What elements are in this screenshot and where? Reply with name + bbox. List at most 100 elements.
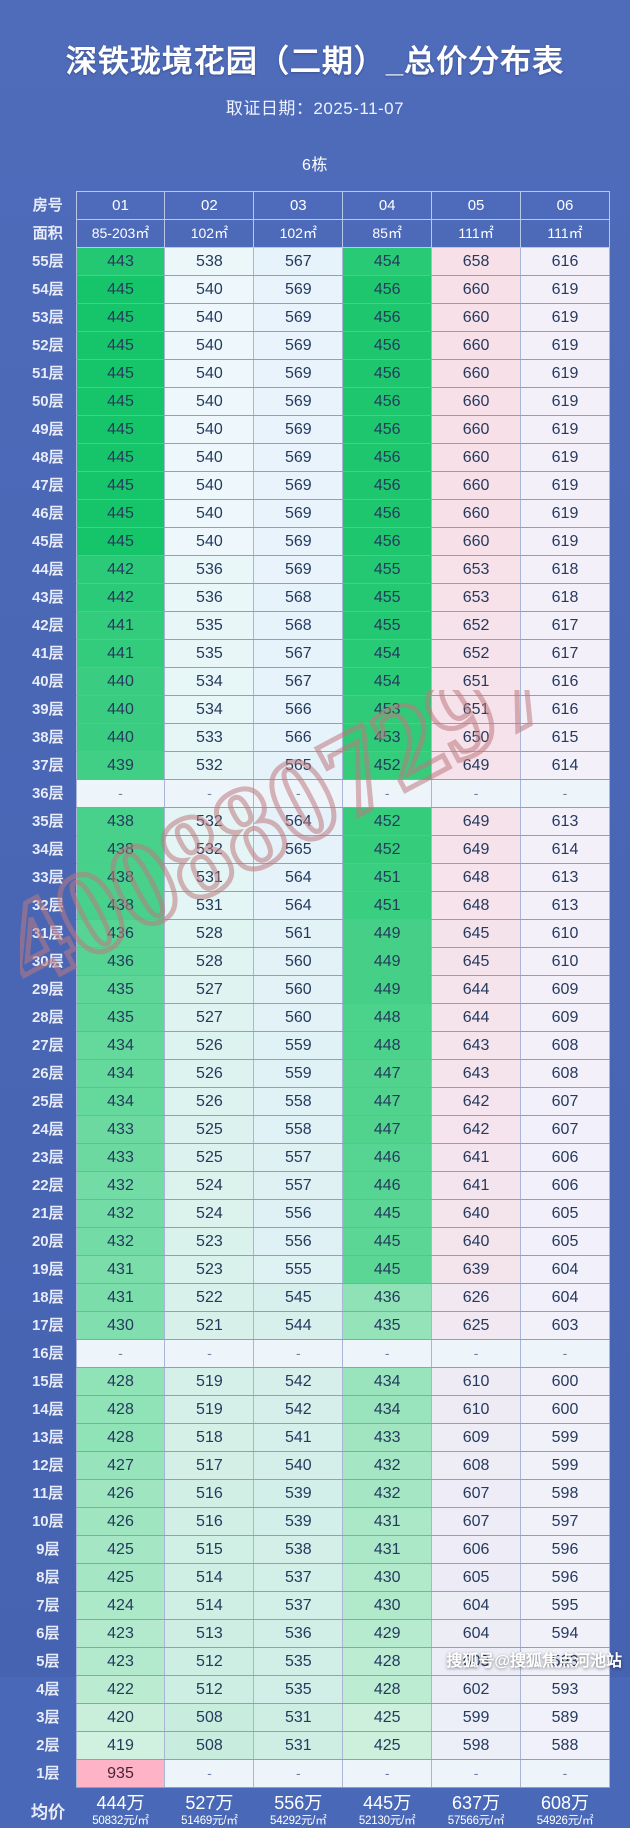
price-cell: 625	[431, 1311, 522, 1340]
price-cell: 429	[342, 1619, 433, 1648]
floor-label: 4层	[36, 1681, 60, 1698]
floor-label: 50层	[31, 393, 64, 410]
average-total: 444万	[96, 1793, 145, 1813]
price-cell: 438	[75, 863, 166, 892]
price-cell: 456	[342, 471, 433, 500]
price-cell: 524	[164, 1171, 255, 1200]
price-cell: 522	[164, 1283, 255, 1312]
price-cell: 603	[520, 1311, 610, 1340]
price-cell: 514	[164, 1591, 255, 1620]
table-row: 17层 430 521 544 435 625 603	[20, 1311, 610, 1340]
room-number-header: 04	[342, 191, 433, 220]
price-cell: 535	[164, 611, 255, 640]
price-cell: 531	[253, 1731, 344, 1760]
header-area-label: 面积	[32, 225, 63, 242]
table-row: 22层 432 524 557 446 641 606	[20, 1171, 610, 1200]
price-cell: 538	[253, 1535, 344, 1564]
price-cell: 605	[520, 1227, 610, 1256]
price-cell: 569	[253, 275, 344, 304]
price-cell: 445	[342, 1199, 433, 1228]
floor-label: 48层	[31, 449, 64, 466]
area-header: 85-203㎡	[75, 219, 166, 248]
price-cell: 557	[253, 1143, 344, 1172]
price-cell: 619	[520, 499, 610, 528]
floor-label: 20层	[31, 1233, 64, 1250]
table-row: 9层 425 515 538 431 606 596	[20, 1535, 610, 1564]
price-cell: 526	[164, 1087, 255, 1116]
area-header: 111㎡	[520, 219, 610, 248]
building-label: 6栋	[302, 157, 328, 174]
price-cell: 455	[342, 583, 433, 612]
price-cell: 424	[75, 1591, 166, 1620]
table-row: 1层 935- - - - -	[20, 1759, 610, 1788]
price-cell: 561	[253, 919, 344, 948]
price-cell: 428	[75, 1395, 166, 1424]
price-cell: 456	[342, 443, 433, 472]
price-cell: 613	[520, 891, 610, 920]
price-cell: 443	[75, 247, 166, 276]
price-cell: 528	[164, 919, 255, 948]
price-cell: 445	[342, 1255, 433, 1284]
price-cell: 432	[75, 1171, 166, 1200]
price-cell: 600	[520, 1395, 610, 1424]
price-cell: 534	[164, 667, 255, 696]
floor-label: 21层	[31, 1205, 64, 1222]
price-cell: 442	[75, 555, 166, 584]
table-row: 4层 422 512 535 428 602 593	[20, 1675, 610, 1704]
price-cell: 431	[75, 1255, 166, 1284]
price-cell: 456	[342, 387, 433, 416]
price-cell: 448	[342, 1031, 433, 1060]
price-cell: 567	[253, 667, 344, 696]
floor-label: 7层	[36, 1597, 60, 1614]
price-cell: 525	[164, 1143, 255, 1172]
floor-label: 1层	[36, 1765, 60, 1782]
table-row: 20层 432 523 556 445 640 605	[20, 1227, 610, 1256]
price-cell: 619	[520, 303, 610, 332]
price-cell: 614	[520, 835, 610, 864]
price-cell: 532	[164, 807, 255, 836]
price-cell: 425	[342, 1731, 433, 1760]
price-cell: 442	[75, 583, 166, 612]
average-row: 均价 444万 50832元/㎡ 527万 51469元/㎡ 556万 54292元/㎡ 44…	[20, 1788, 610, 1828]
floor-label: 39层	[31, 701, 64, 718]
floor-label: 29层	[31, 981, 64, 998]
average-cell: 608万 54926元/㎡	[521, 1788, 610, 1828]
price-cell: 446	[342, 1143, 433, 1172]
table-row: 3层 420 508 531 425 599 589	[20, 1703, 610, 1732]
price-cell: 423	[75, 1647, 166, 1676]
price-cell: 568	[253, 583, 344, 612]
price-cell: 560	[253, 947, 344, 976]
price-cell: 616	[520, 247, 610, 276]
table-row: 14层 428 519 542 434 610 600	[20, 1395, 610, 1424]
price-cell: 432	[75, 1199, 166, 1228]
price-cell: -	[253, 1339, 344, 1368]
price-cell: 515	[164, 1535, 255, 1564]
table-row: 43层 442 536 568 455 653 618	[20, 583, 610, 612]
price-cell: 653	[431, 555, 522, 584]
price-cell: 556	[253, 1199, 344, 1228]
price-cell: 644	[431, 1003, 522, 1032]
price-cell: 607	[431, 1507, 522, 1536]
price-cell: 606	[431, 1535, 522, 1564]
price-cell: 619	[520, 331, 610, 360]
price-cell: 438	[75, 807, 166, 836]
price-cell: 512	[164, 1675, 255, 1704]
price-cell: 660	[431, 499, 522, 528]
area-header: 102㎡	[164, 219, 255, 248]
price-cell: 453	[342, 695, 433, 724]
price-cell: 445	[342, 1227, 433, 1256]
floor-label: 54层	[31, 281, 64, 298]
floor-label: 40层	[31, 673, 64, 690]
table-row: 34层 438 532 565 452 649 614	[20, 835, 610, 864]
price-cell: 598	[431, 1731, 522, 1760]
price-cell: 599	[431, 1703, 522, 1732]
price-cell: 524	[164, 1199, 255, 1228]
price-cell: 539	[253, 1479, 344, 1508]
table-row: 13层 428 518 541 433 609 599	[20, 1423, 610, 1452]
table-row: 48层 445 540 569 456 660 619	[20, 443, 610, 472]
average-cell: 637万 57566元/㎡	[432, 1788, 521, 1828]
price-cell: 626	[431, 1283, 522, 1312]
price-cell: 441	[75, 639, 166, 668]
price-cell: 539	[253, 1507, 344, 1536]
price-cell: 445	[75, 443, 166, 472]
